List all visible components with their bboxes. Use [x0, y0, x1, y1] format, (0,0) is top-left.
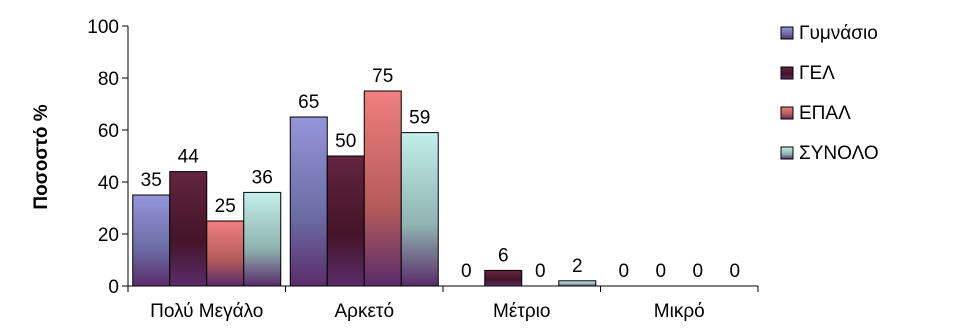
bar-Γυμνάσιο: [132, 194, 171, 287]
legend: Γυμνάσιο ΓΕΛ ΕΠΑΛ ΣΥΝΟΛΟ: [780, 23, 879, 164]
bar-ΓΕΛ: [484, 269, 523, 287]
bar-ΓΕΛ: [169, 171, 208, 287]
data-label: 75: [372, 66, 393, 87]
data-label: 0: [461, 261, 472, 282]
data-label: 36: [252, 167, 273, 188]
data-label: 25: [215, 196, 236, 217]
y-tick-label: 100: [87, 17, 119, 38]
legend-swatch: [780, 106, 794, 120]
legend-label: ΕΠΑΛ: [799, 103, 851, 124]
y-tick-label: 0: [108, 277, 119, 298]
y-tick-label: 60: [98, 121, 119, 142]
legend-swatch: [780, 26, 794, 40]
bar-ΕΠΑΛ: [206, 220, 245, 287]
bar-ΕΠΑΛ: [363, 90, 402, 287]
bar-ΓΕΛ: [326, 155, 365, 287]
data-label: 0: [729, 261, 740, 282]
data-label: 44: [178, 147, 200, 168]
y-tick-label: 40: [98, 173, 119, 194]
data-label: 35: [141, 170, 162, 191]
bar-ΣΥΝΟΛΟ: [243, 191, 282, 287]
x-category-label: Μέτριο: [493, 301, 550, 322]
data-label: 2: [572, 256, 583, 277]
legend-swatch: [780, 66, 794, 80]
y-tick-label: 20: [98, 225, 119, 246]
data-label: 0: [692, 261, 703, 282]
x-category-label: Πολύ Μεγάλο: [150, 301, 263, 322]
legend-label: ΣΥΝΟΛΟ: [799, 143, 879, 164]
x-category-label: Αρκετό: [334, 301, 394, 322]
x-category-label: Μικρό: [654, 301, 705, 322]
data-label: 59: [409, 108, 430, 129]
data-label: 0: [655, 261, 666, 282]
legend-swatch: [780, 146, 794, 160]
bar-Γυμνάσιο: [289, 116, 328, 287]
data-label: 50: [335, 131, 356, 152]
bar-ΣΥΝΟΛΟ: [558, 280, 597, 287]
data-label: 0: [618, 261, 629, 282]
data-label: 6: [498, 245, 509, 266]
bar-ΣΥΝΟΛΟ: [400, 132, 439, 287]
legend-label: Γυμνάσιο: [799, 23, 878, 44]
y-tick-label: 80: [98, 69, 119, 90]
data-label: 0: [535, 261, 546, 282]
data-label: 65: [298, 92, 319, 113]
y-axis-label: Ποσοστό %: [31, 104, 52, 209]
legend-label: ΓΕΛ: [799, 63, 835, 84]
